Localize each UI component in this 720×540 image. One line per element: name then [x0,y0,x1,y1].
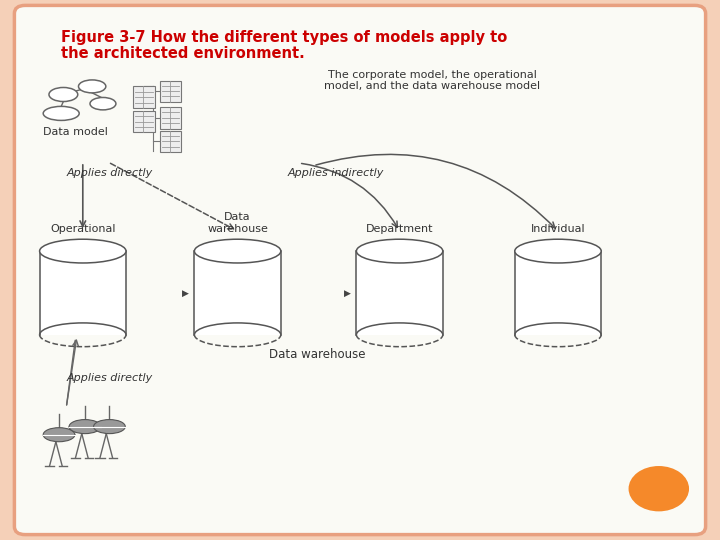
Ellipse shape [94,420,125,434]
Ellipse shape [69,420,101,434]
Ellipse shape [49,87,78,102]
Ellipse shape [194,239,281,263]
Circle shape [629,466,689,511]
Bar [160,81,181,102]
Ellipse shape [356,239,443,263]
Bar [194,251,281,335]
Ellipse shape [90,97,116,110]
Text: Data warehouse: Data warehouse [269,348,365,361]
Text: Figure 3-7 How the different types of models apply to: Figure 3-7 How the different types of mo… [61,30,508,45]
Text: ▶: ▶ [344,288,351,298]
Text: the architected environment.: the architected environment. [61,46,305,61]
Text: Data
warehouse: Data warehouse [207,212,268,234]
Ellipse shape [43,106,79,120]
Text: Department: Department [366,224,433,234]
Ellipse shape [78,80,106,93]
Bar [40,251,126,335]
Ellipse shape [515,239,601,263]
Bar [160,107,181,129]
Text: Applies indirectly: Applies indirectly [288,168,384,178]
Bar [515,251,601,335]
Ellipse shape [40,239,126,263]
Text: Data model: Data model [43,127,108,137]
Text: Operational: Operational [50,224,115,234]
Bar [133,86,155,108]
Text: model, and the data warehouse model: model, and the data warehouse model [324,82,540,91]
Bar [160,131,181,152]
Bar [133,111,155,132]
Text: Applies directly: Applies directly [66,373,153,383]
Text: Applies directly: Applies directly [66,168,153,178]
Text: Individual: Individual [531,224,585,234]
Text: The corporate model, the operational: The corporate model, the operational [328,70,536,79]
Ellipse shape [43,428,75,442]
Bar [356,251,443,335]
Text: ▶: ▶ [182,288,189,298]
